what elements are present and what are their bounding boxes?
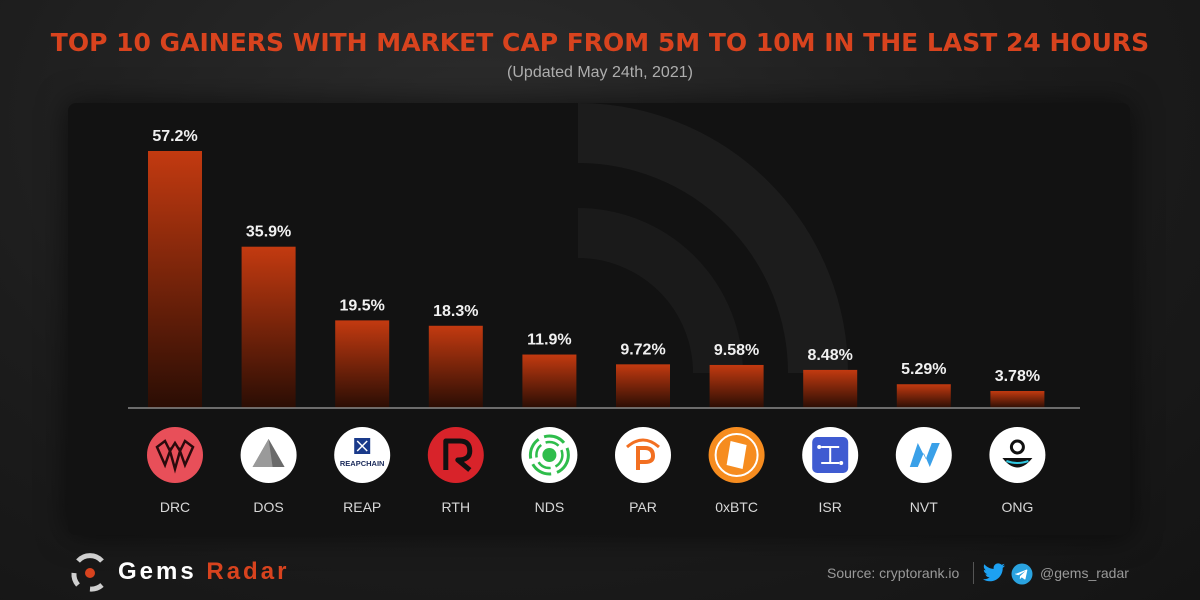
ong-logo-icon (989, 427, 1046, 483)
drc-logo-icon (147, 427, 203, 483)
category-label: 0xBTC (715, 499, 758, 515)
value-label: 5.29% (901, 361, 946, 378)
bar-chart: 57.2% 35.9% 19.5% 18.3% 11.9% 9.72% 9.58% 8.48%… (128, 128, 1080, 515)
chart-subtitle: (Updated May 24th, 2021) (507, 64, 693, 81)
dos-logo-icon (240, 427, 297, 483)
category-label: RTH (442, 499, 471, 515)
value-label: 11.9% (527, 332, 571, 349)
chart-panel: 57.2% 35.9% 19.5% 18.3% 11.9% 9.72% 9.58% 8.48%… (68, 103, 1130, 535)
value-label: 9.58% (714, 342, 759, 359)
twitter-icon[interactable] (982, 562, 1006, 584)
value-label: 8.48% (808, 347, 853, 364)
background-decoration (577, 103, 848, 374)
rth-logo-icon (427, 427, 484, 483)
bar-nvt (896, 384, 951, 408)
reap-logo-icon: REAPCHAIN (334, 427, 391, 483)
social-handle[interactable]: @gems_radar (1040, 565, 1129, 581)
gemsradar-logo-icon (71, 553, 104, 592)
category-label: DOS (253, 499, 283, 515)
0xbtc-logo-icon (708, 427, 765, 483)
source-text: Source: cryptorank.io (827, 565, 960, 581)
bar-par (616, 364, 670, 408)
category-label: DRC (160, 499, 190, 515)
nvt-logo-icon (895, 427, 952, 483)
category-label: REAP (343, 499, 381, 515)
value-label: 19.5% (340, 297, 385, 314)
category-label: NDS (535, 499, 565, 515)
value-label: 57.2% (152, 128, 197, 145)
bar-isr (803, 369, 858, 408)
bar-nds (522, 354, 577, 408)
brand-name: Gems Radar (118, 558, 289, 586)
value-label: 9.72% (620, 341, 665, 358)
bar-dos (241, 246, 296, 408)
footer-divider (973, 562, 974, 584)
par-logo-icon (615, 427, 671, 483)
brand-part2: Radar (206, 558, 290, 585)
reapchain-logo-text: REAPCHAIN (340, 459, 385, 468)
bar-ong (990, 391, 1045, 408)
category-label: PAR (629, 499, 657, 515)
bar-rth (428, 325, 483, 408)
category-label: ISR (819, 499, 842, 515)
bar-drc (148, 151, 202, 408)
value-label: 3.78% (995, 368, 1040, 385)
nds-logo-icon (521, 427, 578, 483)
value-label: 18.3% (433, 303, 478, 320)
category-label: NVT (910, 499, 938, 515)
isr-logo-icon (802, 427, 859, 483)
brand-part1: Gems (118, 558, 197, 585)
category-label: ONG (1001, 499, 1033, 515)
bar-reap (335, 320, 390, 408)
chart-title: TOP 10 GAINERS WITH MARKET CAP FROM 5M T… (50, 28, 1150, 57)
telegram-icon[interactable] (1011, 563, 1033, 585)
value-label: 35.9% (246, 224, 291, 241)
bar-0xbtc (709, 364, 764, 408)
